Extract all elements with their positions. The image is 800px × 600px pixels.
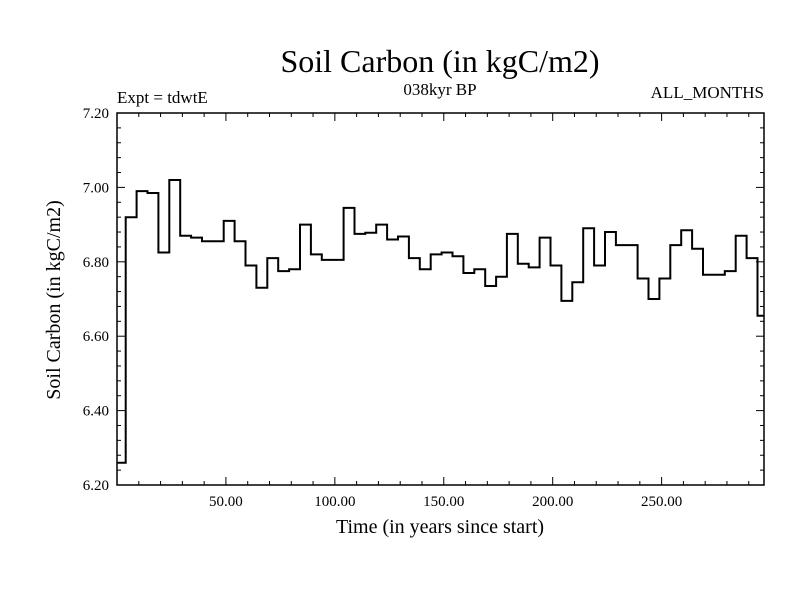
x-tick-label: 150.00 — [423, 494, 464, 510]
x-tick-label: 200.00 — [532, 494, 573, 510]
x-axis-label: Time (in years since start) — [336, 516, 544, 538]
soil-carbon-series-line — [117, 179, 764, 464]
y-axis-label: Soil Carbon (in kgC/m2) — [43, 200, 65, 399]
y-tick-label: 6.20 — [83, 478, 109, 494]
y-tick-label: 6.80 — [83, 255, 109, 271]
y-tick-label: 7.20 — [83, 106, 109, 122]
y-tick-label: 7.00 — [83, 180, 109, 196]
chart-title: Soil Carbon (in kgC/m2) — [280, 43, 599, 79]
experiment-label: Expt = tdwtE — [117, 88, 208, 107]
y-tick-label: 6.60 — [83, 329, 109, 345]
x-tick-label: 250.00 — [641, 494, 682, 510]
tick-labels: 50.00 100.00 150.00 200.00 250.00 6.20 6.40 6.6… — [83, 106, 682, 510]
months-label: ALL_MONTHS — [651, 83, 764, 102]
chart-subtitle: 038kyr BP — [403, 80, 476, 99]
x-tick-label: 100.00 — [314, 494, 355, 510]
x-tick-label: 50.00 — [209, 494, 243, 510]
plot-frame — [116, 112, 765, 486]
y-tick-label: 6.40 — [83, 404, 109, 420]
